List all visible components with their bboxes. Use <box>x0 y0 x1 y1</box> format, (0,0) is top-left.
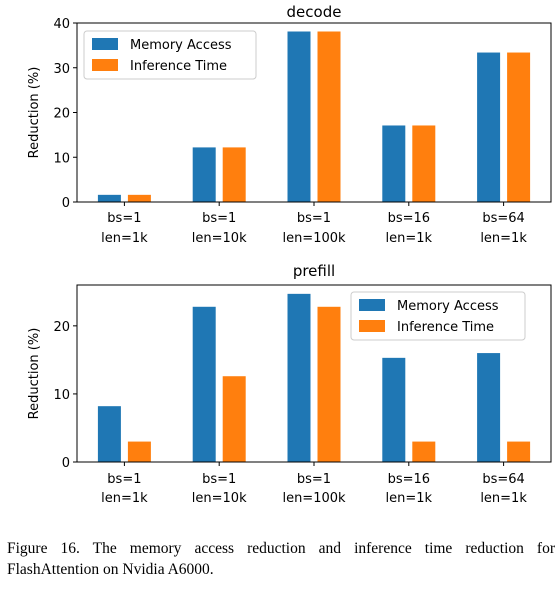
bar-memory-access <box>97 406 121 462</box>
bar-memory-access <box>192 147 216 202</box>
x-tick-label: len=1k <box>386 491 433 506</box>
x-tick-label: bs=1 <box>107 211 141 226</box>
chart-title: prefill <box>293 262 335 280</box>
x-tick-label: bs=64 <box>482 472 524 487</box>
figure-caption: Figure 16. The memory access reduction a… <box>7 540 555 578</box>
legend-swatch <box>359 320 385 332</box>
x-tick-label: len=100k <box>282 231 346 246</box>
x-tick-label: len=1k <box>101 231 148 246</box>
x-tick-label: len=10k <box>192 491 247 506</box>
bar-memory-access <box>382 357 406 462</box>
legend-swatch <box>359 299 385 311</box>
y-axis-label: Reduction (%) <box>27 328 42 420</box>
y-tick-label: 40 <box>53 17 70 32</box>
legend-swatch <box>92 38 118 50</box>
legend-swatch <box>92 59 118 71</box>
x-tick-label: bs=64 <box>482 211 524 226</box>
legend-label: Inference Time <box>397 320 494 335</box>
x-tick-label: bs=1 <box>202 211 236 226</box>
y-tick-label: 20 <box>53 320 70 335</box>
y-tick-label: 20 <box>53 107 70 122</box>
y-tick-label: 0 <box>62 456 70 471</box>
bar-inference-time <box>127 441 151 462</box>
x-tick-label: len=10k <box>192 231 247 246</box>
bar-inference-time <box>317 31 341 202</box>
x-tick-label: bs=1 <box>297 472 331 487</box>
x-tick-label: bs=16 <box>388 211 430 226</box>
bar-inference-time <box>317 306 341 462</box>
x-tick-label: len=1k <box>101 491 148 506</box>
bar-memory-access <box>477 353 501 462</box>
x-tick-label: len=1k <box>386 231 433 246</box>
bar-inference-time <box>507 52 531 202</box>
chart-title: decode <box>287 3 342 21</box>
bar-inference-time <box>222 376 246 462</box>
bar-memory-access <box>382 125 406 202</box>
legend-box <box>350 291 526 341</box>
bar-memory-access <box>477 52 501 202</box>
legend-box <box>83 30 257 80</box>
decode-chart: decode Reduction (%) 0 10 20 30 40 bs=1 len=1k bs… <box>27 3 552 246</box>
legend-label: Memory Access <box>130 38 232 53</box>
x-tick-label: bs=1 <box>107 472 141 487</box>
bar-inference-time <box>222 147 246 202</box>
bar-memory-access <box>287 293 311 462</box>
bar-inference-time <box>127 194 151 202</box>
x-tick-label: len=1k <box>480 231 527 246</box>
y-axis-label: Reduction (%) <box>27 67 42 159</box>
y-tick-label: 0 <box>62 196 70 211</box>
x-tick-label: bs=16 <box>388 472 430 487</box>
y-tick-label: 10 <box>53 388 70 403</box>
x-tick-label: len=100k <box>282 491 346 506</box>
x-tick-label: bs=1 <box>297 211 331 226</box>
prefill-chart: prefill Reduction (%) 0 10 20 bs=1 len=1k bs=1 l… <box>27 262 552 506</box>
bar-memory-access <box>287 31 311 202</box>
bar-memory-access <box>192 306 216 462</box>
y-tick-label: 30 <box>53 62 70 77</box>
x-tick-label: len=1k <box>480 491 527 506</box>
y-tick-label: 10 <box>53 151 70 166</box>
x-tick-label: bs=1 <box>202 472 236 487</box>
bar-inference-time <box>507 441 531 462</box>
legend-label: Memory Access <box>397 299 499 314</box>
bar-inference-time <box>412 441 436 462</box>
legend-label: Inference Time <box>130 59 227 74</box>
bar-inference-time <box>412 125 436 202</box>
bar-memory-access <box>97 194 121 202</box>
